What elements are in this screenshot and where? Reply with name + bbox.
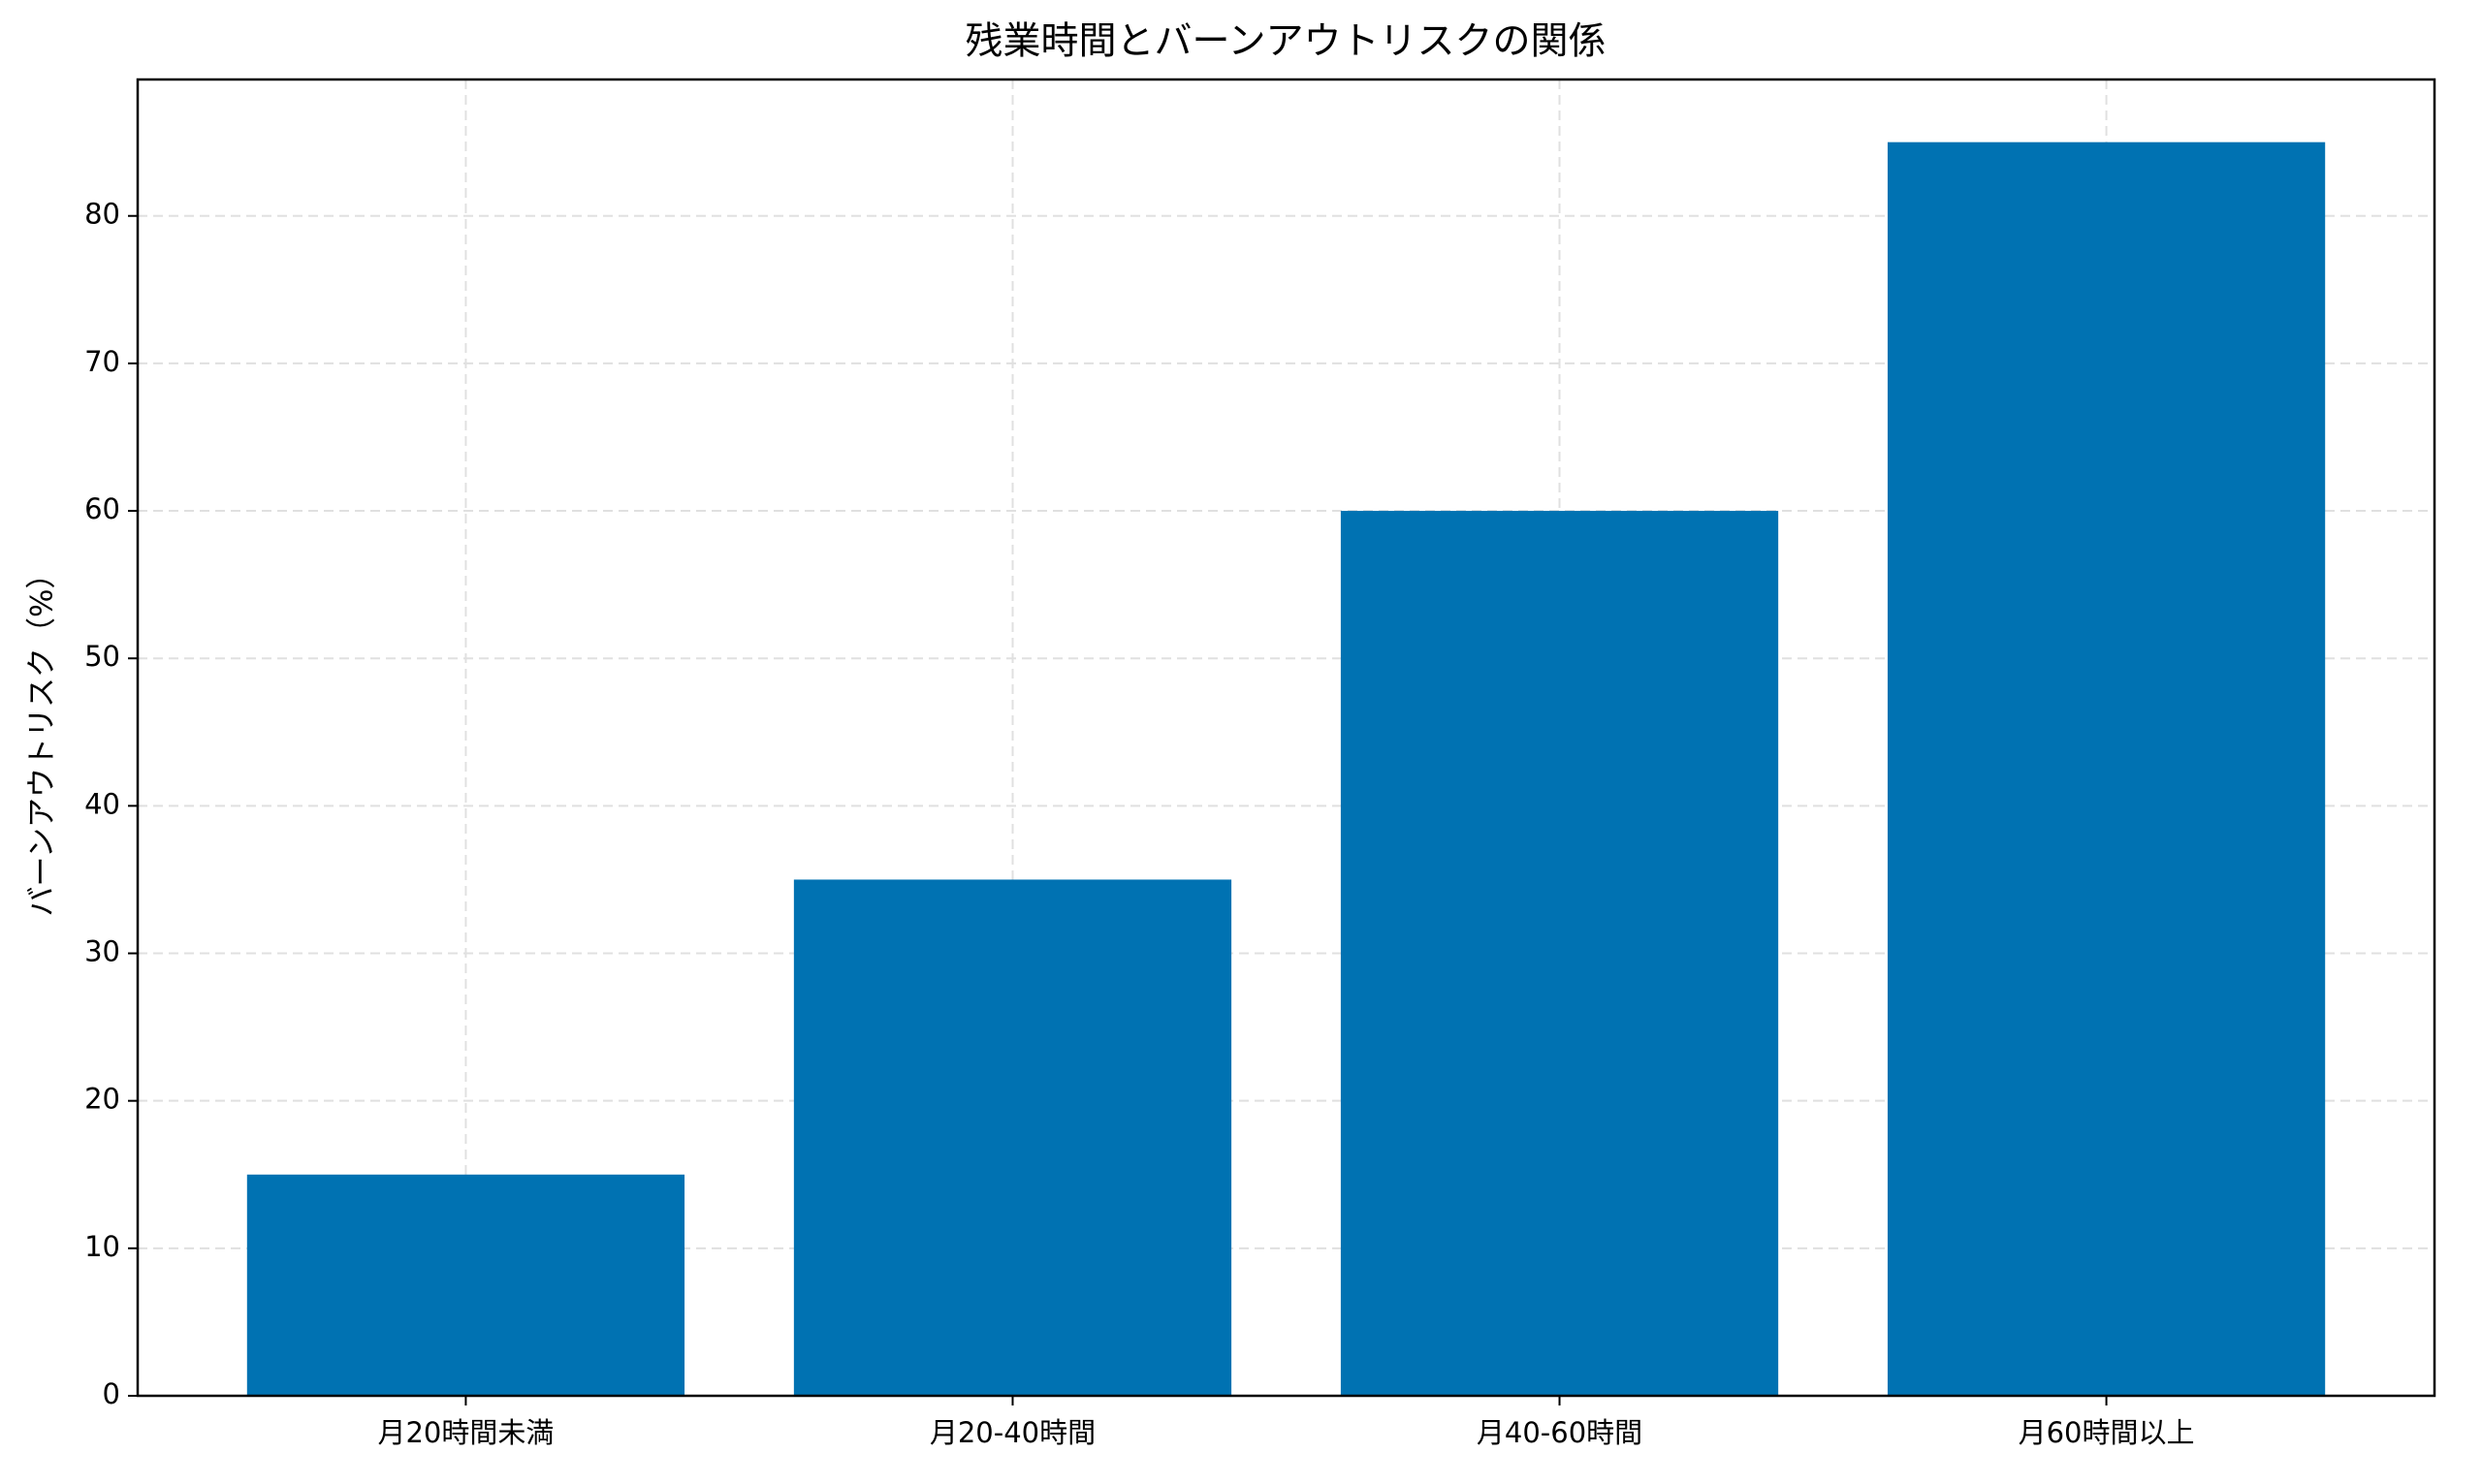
bar xyxy=(1887,142,2326,1397)
plot-frame xyxy=(136,78,2436,1398)
y-tick-label: 0 xyxy=(103,1377,120,1410)
bar xyxy=(793,879,1232,1396)
x-tick-label: 月60時間以上 xyxy=(2019,1416,2195,1449)
y-tick-label: 80 xyxy=(84,198,120,231)
chart-title: 残業時間とバーンアウトリスクの関係 xyxy=(965,20,1606,64)
bar xyxy=(246,1174,685,1396)
y-tick-label: 50 xyxy=(84,640,120,673)
y-tick-label: 70 xyxy=(84,345,120,378)
bar xyxy=(1340,511,1779,1396)
x-tick-label: 月20-40時間 xyxy=(930,1416,1096,1449)
y-tick-label: 60 xyxy=(84,492,120,525)
y-tick-label: 40 xyxy=(84,787,120,820)
y-axis-label: バーンアウトリスク（%） xyxy=(25,559,60,917)
x-tick-label: 月40-60時間 xyxy=(1477,1416,1642,1449)
y-tick-label: 20 xyxy=(84,1083,120,1116)
x-tick-label: 月20時間未満 xyxy=(377,1416,554,1449)
y-tick-label: 30 xyxy=(84,935,120,968)
y-tick-label: 10 xyxy=(84,1230,120,1263)
